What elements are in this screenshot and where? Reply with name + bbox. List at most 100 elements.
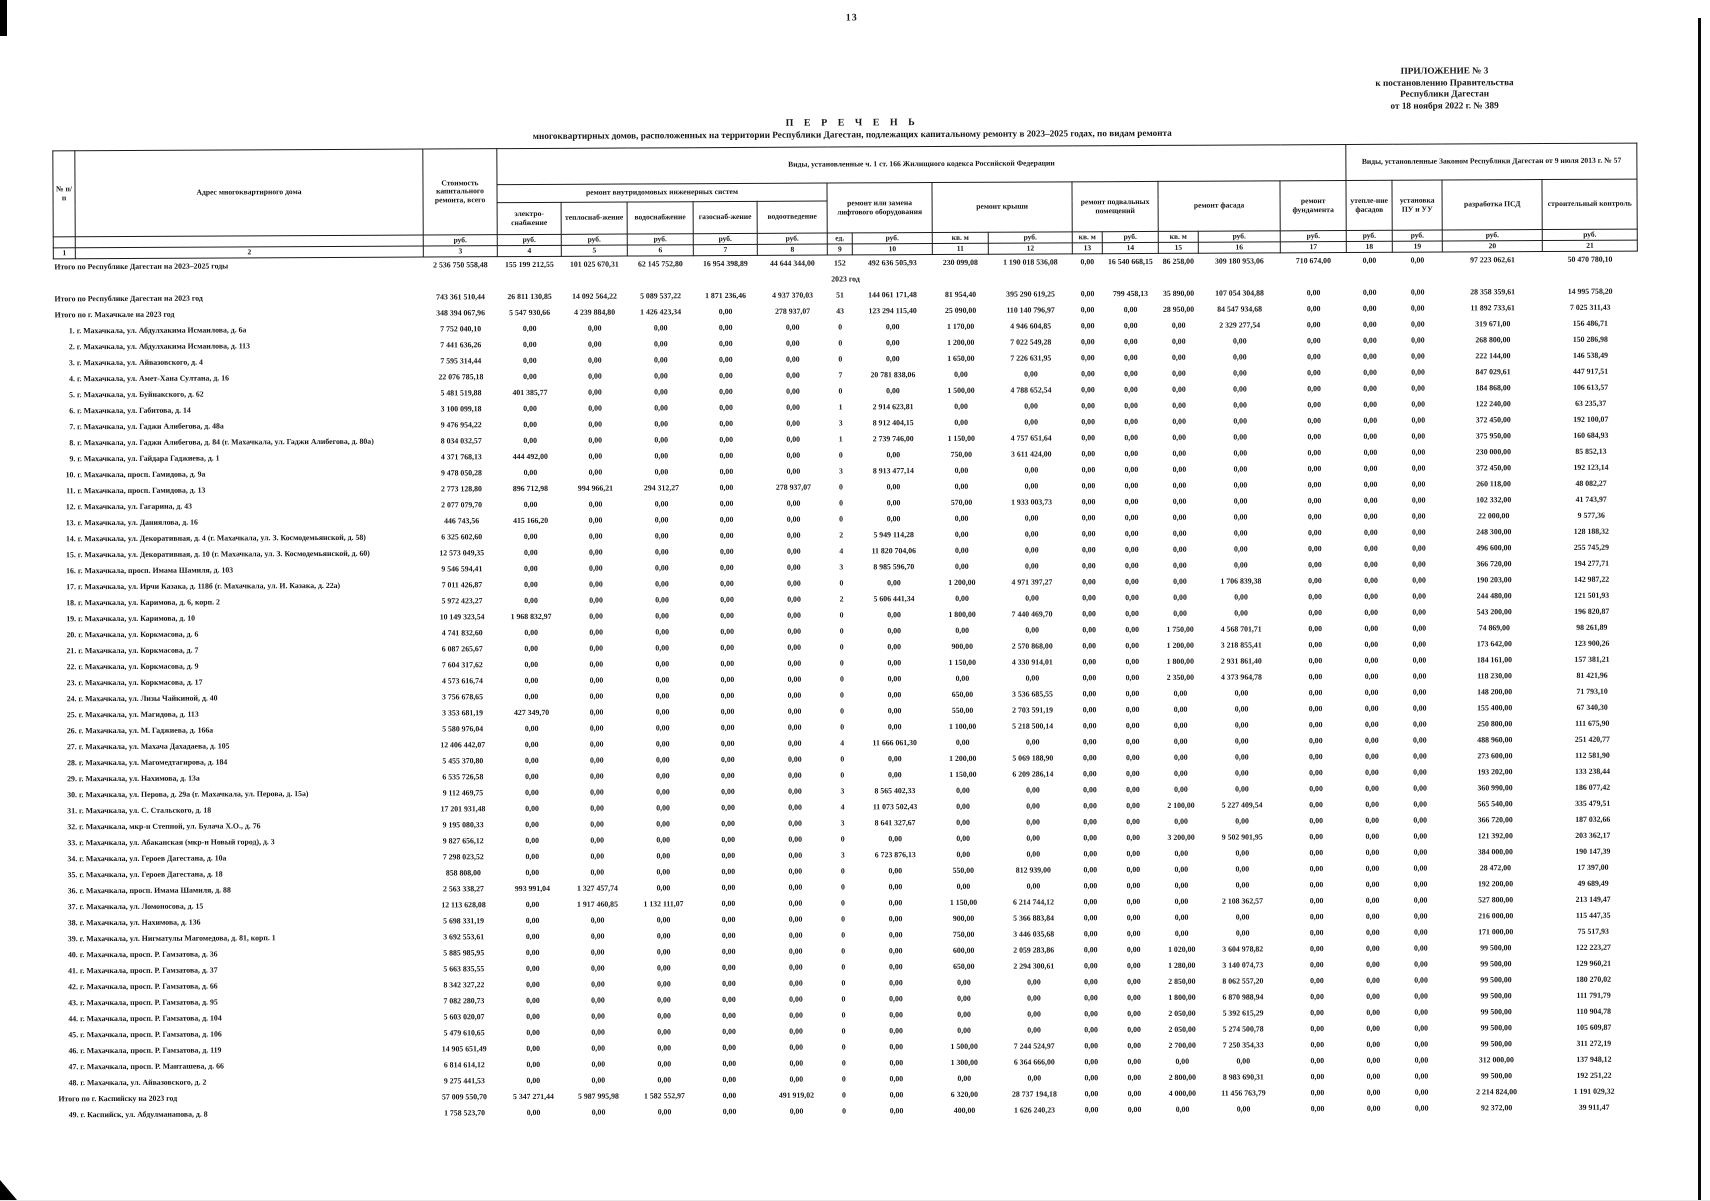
value-cell: 3 xyxy=(840,850,845,860)
value-cell: 0,00 xyxy=(1174,928,1189,938)
value-cell: 0,00 xyxy=(1308,688,1323,698)
value-cell: 0,00 xyxy=(591,995,605,1005)
value-cell: 0,00 xyxy=(1309,880,1324,890)
header-gas-supply: газоснаб-жение xyxy=(693,201,758,234)
row-number-cell: 31. xyxy=(67,806,78,816)
value-cell: 0,00 xyxy=(1172,512,1187,522)
value-cell: 203 362,17 xyxy=(1575,830,1611,840)
value-cell: 0,00 xyxy=(1126,945,1141,955)
address-cell: г. Махачкала, ул. Коркмасова, д. 17 xyxy=(78,677,203,688)
value-cell: 2 059 283,86 xyxy=(1013,945,1055,955)
header-group-housing-code: Виды, установленные ч. 1 ст. 166 Жилищно… xyxy=(496,144,1347,185)
value-cell: 2 294 300,61 xyxy=(1013,961,1055,971)
value-cell: 0,00 xyxy=(957,1073,972,1083)
value-cell: 3 692 553,61 xyxy=(443,932,485,942)
value-cell: 0,00 xyxy=(1414,1071,1429,1081)
value-cell: 194 277,71 xyxy=(1573,558,1610,568)
value-cell: 0,00 xyxy=(957,1025,971,1035)
value-cell: 0,00 xyxy=(1233,368,1247,378)
value-cell: 0,00 xyxy=(1083,801,1097,811)
value-cell: 0,00 xyxy=(1412,639,1427,649)
value-cell: 0,00 xyxy=(1310,1024,1325,1034)
value-cell: 0,00 xyxy=(956,833,971,843)
value-cell: 0,00 xyxy=(523,371,537,382)
value-cell: 1 150,00 xyxy=(949,897,978,907)
value-cell: 5 606 441,34 xyxy=(873,594,915,604)
address-cell: г. Махачкала, ул. Айвазовского, д. 2 xyxy=(80,1077,207,1088)
value-cell: 0,00 xyxy=(719,435,734,445)
value-cell: 0,00 xyxy=(591,1107,606,1117)
value-cell: 650,00 xyxy=(953,961,975,971)
value-cell: 0,00 xyxy=(1127,993,1141,1003)
value-cell: 0,00 xyxy=(654,515,669,525)
value-cell: 0,00 xyxy=(1082,577,1096,587)
value-cell: 129 960,21 xyxy=(1575,958,1612,968)
total-value-cell: 0,00 xyxy=(1127,1089,1142,1099)
unit-cell xyxy=(53,236,76,248)
value-cell: 192 100,07 xyxy=(1573,414,1609,424)
value-cell: 0,00 xyxy=(721,930,736,941)
value-cell: 0,00 xyxy=(1081,497,1096,507)
address-cell: г. Махачкала, просп. Р. Гамзатова, д. 10… xyxy=(80,1013,222,1024)
value-cell: 0,00 xyxy=(1025,737,1040,747)
row-number-cell: 11. xyxy=(66,486,76,496)
value-cell: 600,00 xyxy=(952,945,975,955)
total-row-label: Итого по Республике Дагестан на 2023 год xyxy=(54,293,203,304)
value-cell: 0,00 xyxy=(657,1011,671,1021)
value-cell: 1 758 523,70 xyxy=(444,1108,486,1118)
value-cell: 0,00 xyxy=(955,737,970,747)
value-cell: 0,00 xyxy=(1126,769,1140,779)
column-number-cell: 11 xyxy=(932,243,989,255)
value-cell: 0,00 xyxy=(1234,704,1249,714)
value-cell: 111 675,90 xyxy=(1575,718,1610,728)
value-cell: 0,00 xyxy=(1232,352,1247,362)
value-cell: 0,00 xyxy=(1172,384,1186,394)
value-cell: 0,00 xyxy=(1309,944,1324,954)
column-number-cell: 16 xyxy=(1198,241,1281,254)
value-cell: 0,00 xyxy=(591,1043,606,1053)
value-cell: 0,00 xyxy=(1127,1105,1142,1115)
value-cell: 0,00 xyxy=(1414,1007,1429,1017)
value-cell: 184 868,00 xyxy=(1475,383,1511,393)
value-cell: 0,00 xyxy=(788,850,803,860)
value-cell: 0,00 xyxy=(1082,609,1096,619)
value-cell: 0,00 xyxy=(589,691,604,701)
value-cell: 3 xyxy=(838,466,843,476)
header-construction-control: строительный контроль xyxy=(1542,179,1638,230)
value-cell: 0,00 xyxy=(1412,703,1427,713)
value-cell: 184 161,00 xyxy=(1476,655,1513,665)
value-cell: 250 800,00 xyxy=(1477,719,1513,729)
value-cell: 0,00 xyxy=(1234,688,1249,698)
value-cell: 255 745,29 xyxy=(1573,542,1609,552)
value-cell: 11 073 502,43 xyxy=(872,802,918,812)
value-cell: 0,00 xyxy=(1309,912,1324,922)
total-value-cell: 1 191 029,32 xyxy=(1573,1086,1615,1096)
value-cell: 0,00 xyxy=(654,371,668,381)
column-number-cell: 4 xyxy=(497,245,562,257)
value-cell: 0,00 xyxy=(1235,880,1250,890)
value-cell: 994 966,21 xyxy=(577,483,614,493)
total-value-cell: 5 347 271,44 xyxy=(512,1091,554,1102)
total-value-cell: 155 199 212,55 xyxy=(504,260,554,270)
value-cell: 0,00 xyxy=(1026,817,1040,827)
value-cell: 0,00 xyxy=(1366,991,1380,1001)
value-cell: 0,00 xyxy=(656,819,670,829)
value-cell: 0,00 xyxy=(1411,495,1426,505)
value-cell: 5 392 615,29 xyxy=(1222,1008,1264,1018)
value-cell: 0,00 xyxy=(525,931,540,942)
value-cell: 0,00 xyxy=(1308,656,1323,666)
column-number-cell: 14 xyxy=(1102,242,1159,254)
value-cell: 0,00 xyxy=(1123,353,1138,363)
total-value-cell: 0,00 xyxy=(1362,303,1377,313)
value-cell: 1 200,00 xyxy=(1166,640,1194,650)
value-cell: 384 000,00 xyxy=(1477,847,1513,857)
value-cell: 0,00 xyxy=(1125,737,1140,747)
value-cell: 0,00 xyxy=(1083,785,1097,795)
address-cell: г. Махачкала, просп. Имама Шамиля, д. 10… xyxy=(77,565,234,576)
row-number-cell: 41. xyxy=(68,966,78,976)
address-cell: г. Махачкала, ул. Коркмасова, д. 7 xyxy=(78,645,199,656)
value-cell: 0,00 xyxy=(1081,465,1096,475)
value-cell: 148 200,00 xyxy=(1477,687,1513,697)
value-cell: 0,00 xyxy=(1413,767,1427,777)
header-electricity: электро-снабжение xyxy=(497,202,562,235)
